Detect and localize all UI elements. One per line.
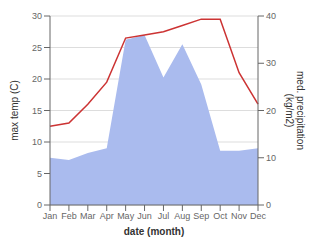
svg-text:Apr: Apr <box>100 211 114 221</box>
svg-text:25: 25 <box>32 43 42 53</box>
svg-text:med. precipitation(kg/m2): med. precipitation(kg/m2) <box>284 71 306 150</box>
svg-text:30: 30 <box>266 58 276 68</box>
svg-text:max temp (C): max temp (C) <box>9 80 20 141</box>
svg-text:5: 5 <box>37 169 42 179</box>
svg-text:0: 0 <box>266 200 271 210</box>
svg-text:0: 0 <box>37 200 42 210</box>
svg-text:30: 30 <box>32 11 42 21</box>
svg-text:40: 40 <box>266 11 276 21</box>
svg-text:Oct: Oct <box>213 211 228 221</box>
svg-text:Jul: Jul <box>158 211 170 221</box>
svg-text:date (month): date (month) <box>124 226 185 237</box>
svg-text:Nov: Nov <box>231 211 248 221</box>
svg-text:Aug: Aug <box>174 211 190 221</box>
svg-text:May: May <box>117 211 135 221</box>
svg-text:Jun: Jun <box>137 211 152 221</box>
svg-text:Dec: Dec <box>250 211 267 221</box>
svg-text:10: 10 <box>266 153 276 163</box>
svg-text:10: 10 <box>32 137 42 147</box>
svg-text:Sep: Sep <box>193 211 209 221</box>
svg-text:15: 15 <box>32 106 42 116</box>
svg-text:Mar: Mar <box>80 211 96 221</box>
svg-text:Jan: Jan <box>43 211 58 221</box>
svg-text:Feb: Feb <box>61 211 77 221</box>
svg-text:20: 20 <box>32 74 42 84</box>
svg-text:20: 20 <box>266 106 276 116</box>
